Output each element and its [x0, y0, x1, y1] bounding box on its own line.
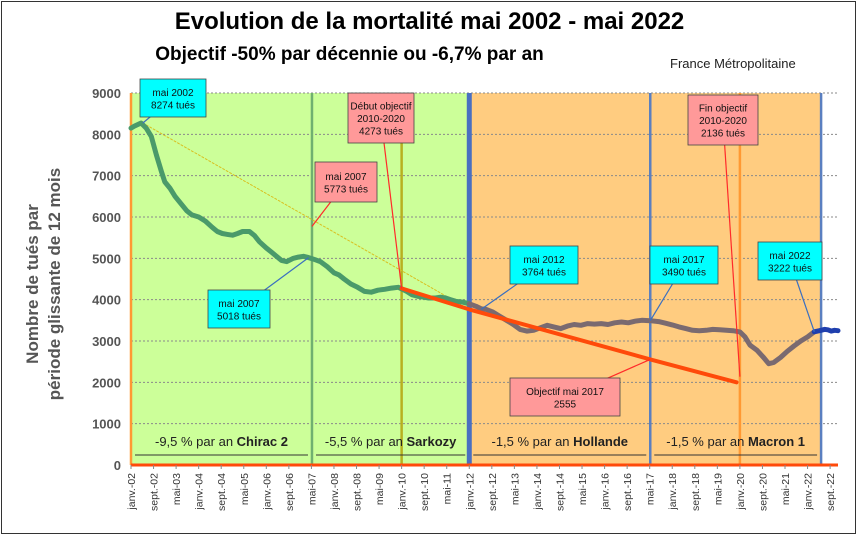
x-tick-label: sept.-10: [419, 473, 431, 511]
x-tick-label: mai-13: [509, 473, 521, 505]
x-tick-label: mai-15: [577, 473, 589, 505]
callout-text: 3490 tués: [662, 267, 706, 278]
callout-text: mai 2007: [218, 299, 260, 310]
x-tick-label: mai-11: [442, 473, 454, 504]
series-line-recent: [811, 326, 841, 335]
x-tick-label: janv.-16: [600, 473, 612, 511]
x-tick-label: janv.-22: [803, 473, 815, 511]
x-tick-label: sept.-18: [690, 473, 702, 511]
x-tick-label: janv.-10: [397, 473, 409, 511]
y-tick-label: 3000: [92, 334, 121, 349]
callout-text: 2010-2020: [357, 114, 405, 125]
x-tick-label: mai-03: [171, 473, 183, 505]
callout-text: 5773 tués: [324, 184, 368, 195]
period-label: -1,5 % par an Macron 1: [666, 434, 805, 449]
x-tick-label: sept.-22: [825, 473, 837, 511]
callout-box: [649, 245, 719, 285]
period-label: -5,5 % par an Sarkozy: [325, 434, 457, 449]
y-tick-label: 7000: [92, 169, 121, 184]
callout-box: [207, 289, 271, 329]
x-tick-label: janv.-08: [329, 473, 341, 511]
chart-subtitle: Objectif -50% par décennie ou -6,7% par …: [155, 44, 544, 65]
x-tick-label: sept.-20: [757, 473, 769, 511]
period-label: -9,5 % par an Chirac 2: [155, 434, 288, 449]
y-tick-label: 2000: [92, 375, 121, 390]
callout-text: Fin objectif: [699, 104, 748, 115]
x-tick-label: sept.-04: [216, 473, 228, 511]
callout-text: mai 2022: [769, 251, 811, 262]
callout-box: [687, 94, 759, 146]
region-label: France Métropolitaine: [670, 56, 796, 71]
y-tick-label: 8000: [92, 127, 121, 142]
y-tick-label: 0: [114, 458, 121, 473]
callout-text: Objectif mai 2017: [526, 387, 604, 398]
chart-title: Evolution de la mortalité mai 2002 - mai…: [174, 8, 685, 35]
callout-box: [347, 92, 415, 144]
y-tick-label: 5000: [92, 251, 121, 266]
x-tick-label: mai-05: [239, 473, 251, 505]
callout-box: [509, 377, 621, 417]
x-tick-label: sept.-12: [487, 473, 499, 511]
y-axis-label-line1: Nombre de tués par: [23, 204, 42, 364]
y-axis-label-line2: période glissante de 12 mois: [45, 167, 64, 401]
x-tick-label: janv.-14: [532, 473, 544, 511]
callout-text: Début objectif: [350, 102, 411, 113]
x-tick-label: mai-09: [374, 473, 386, 505]
series-line-late: [466, 301, 817, 367]
x-tick-label: janv.-20: [735, 473, 747, 511]
callout-text: mai 2017: [663, 255, 705, 266]
x-tick-label: janv.-04: [194, 473, 206, 511]
callout-box: [757, 241, 823, 281]
x-tick-label: janv.-02: [126, 473, 138, 511]
x-tick-label: janv.-06: [261, 473, 273, 511]
zone-green: [131, 93, 470, 465]
callout-text: mai 2002: [152, 88, 194, 99]
x-tick-label: mai-21: [780, 473, 792, 505]
callout-text: 3764 tués: [522, 267, 566, 278]
period-label: -1,5 % par an Hollande: [491, 434, 628, 449]
callout-text: mai 2007: [325, 172, 367, 183]
x-tick-label: janv.-12: [464, 473, 476, 511]
x-tick-label: mai-19: [712, 473, 724, 505]
callout-pointer: [722, 119, 741, 377]
callout-text: 3222 tués: [768, 263, 812, 274]
x-tick-label: sept.-14: [554, 473, 566, 511]
callout-text: 5018 tués: [217, 311, 261, 322]
callout-text: 2555: [554, 399, 577, 410]
y-tick-label: 1000: [92, 417, 121, 432]
callout-text: 2010-2020: [699, 116, 747, 127]
x-tick-label: janv.-18: [667, 473, 679, 511]
callout-pointer: [380, 117, 403, 289]
callout-text: 8274 tués: [151, 100, 195, 111]
x-tick-label: mai-07: [306, 473, 318, 505]
x-tick-label: sept.-06: [284, 473, 296, 511]
y-tick-label: 9000: [92, 86, 121, 101]
callout-box: [314, 161, 378, 203]
callout-box: [509, 245, 579, 285]
x-tick-label: sept.-16: [622, 473, 634, 511]
y-tick-label: 6000: [92, 210, 121, 225]
callout-text: mai 2012: [523, 255, 565, 266]
objective-line: [399, 286, 739, 385]
x-tick-label: sept.-02: [149, 473, 161, 511]
x-tick-label: mai-17: [645, 473, 657, 505]
y-axis-label: Nombre de tués par période glissante de …: [22, 154, 66, 414]
series-line-early: [128, 120, 472, 307]
callout-text: 4273 tués: [359, 127, 403, 138]
callout-box: [139, 78, 207, 118]
x-tick-label: sept.-08: [352, 473, 364, 511]
callout-text: 2136 tués: [701, 129, 745, 140]
y-tick-label: 4000: [92, 293, 121, 308]
trend-line: [142, 122, 470, 310]
